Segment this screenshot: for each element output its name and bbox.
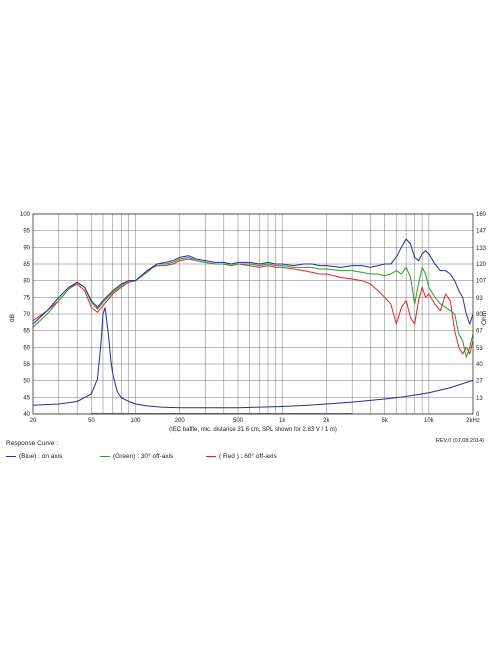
- x-tick-label: 200: [175, 418, 186, 424]
- x-tick-label: 2kHz: [466, 418, 480, 424]
- y-tick-label-right: 147: [476, 228, 487, 234]
- y-tick-label-left: 65: [23, 329, 30, 335]
- series-lines: [32, 238, 474, 414]
- x-tick-labels: 20 50 100 200 500 1k 2k 5k 10k 2kHz: [30, 418, 480, 424]
- y-tick-label-right: 160: [476, 212, 487, 218]
- y-tick-label-right: 53: [476, 346, 483, 352]
- series-line-blue: [32, 238, 474, 325]
- x-tick-label: 500: [233, 418, 244, 424]
- legend-swatch-red: [206, 456, 216, 457]
- y-tick-label-left: 45: [23, 395, 30, 401]
- legend-item-blue: (Blue) : on axis: [6, 453, 62, 460]
- y-tick-label-right: 133: [476, 246, 487, 252]
- grid: [33, 213, 473, 415]
- legend-label-blue: (Blue) : on axis: [19, 453, 63, 460]
- y-tick-label-left: 80: [23, 279, 30, 285]
- y-tick-label-left: 95: [23, 229, 30, 235]
- legend-item-green: (Green) : 30° off-axis: [100, 453, 173, 460]
- x-tick-label: 1k: [279, 418, 286, 424]
- impedance-curve: [32, 307, 474, 409]
- legend-item-red: ( Red ) : 60° off-axis: [206, 453, 277, 460]
- legend-label-green: (Green) : 30° off-axis: [113, 453, 174, 460]
- y-tick-label-right: 80: [476, 312, 483, 318]
- x-tick-label: 50: [88, 418, 95, 424]
- y-tick-label-right: 13: [476, 396, 483, 402]
- y-tick-label-right: 67: [476, 328, 483, 334]
- legend-label-red: ( Red ) : 60° off-axis: [219, 453, 277, 460]
- chart-caption: (IEC baffle, mic. distance 31.6 cm, SPL …: [169, 427, 337, 433]
- y-tick-label-left: 55: [23, 362, 30, 368]
- y-axis-label-left: dB: [9, 314, 16, 322]
- series-line-green: [32, 256, 474, 358]
- y-tick-label-right: 93: [476, 296, 483, 302]
- plot-frame: [32, 213, 474, 415]
- series-line-red: [32, 258, 474, 355]
- x-tick-label: 5k: [382, 418, 389, 424]
- y-tick-label-right: 40: [476, 362, 483, 368]
- legend-swatch-blue: [6, 456, 16, 457]
- y-tick-label-left: 40: [23, 412, 30, 418]
- y-tick-labels-left: 40 45 50 55 60 65 70 75 80 85 90 95 100: [20, 212, 31, 418]
- chart-svg: 20 50 100 200 500 1k 2k 5k 10k 2kHz 40 45 50 55 60 65 7…: [9, 212, 488, 433]
- y-tick-label-left: 60: [23, 345, 30, 351]
- x-tick-label: 100: [131, 418, 142, 424]
- x-tick-label: 20: [30, 418, 37, 424]
- y-tick-label-left: 100: [20, 212, 31, 218]
- x-tick-label: 2k: [323, 418, 330, 424]
- y-tick-label-right: 27: [476, 378, 483, 384]
- y-tick-labels-right: 0 13 27 40 53 67 80 93 107 120 133 147 160: [476, 212, 487, 418]
- x-tick-label: 10k: [424, 418, 435, 424]
- revision-label: REV.0 (07.08.2014): [435, 438, 484, 444]
- legend-title: Response Curve :: [6, 440, 59, 447]
- y-tick-label-left: 90: [23, 245, 30, 251]
- y-tick-label-right: 120: [476, 262, 487, 268]
- y-tick-label-left: 75: [23, 295, 30, 301]
- y-tick-label-right: 0: [476, 412, 480, 418]
- y-tick-label-left: 50: [23, 379, 30, 385]
- frequency-response-chart: 20 50 100 200 500 1k 2k 5k 10k 2kHz 40 45 50 55 60 65 7…: [0, 200, 496, 480]
- y-axis-label-right: Ohm: [481, 311, 488, 325]
- y-tick-label-right: 107: [476, 278, 487, 284]
- legend-swatch-green: [100, 456, 110, 457]
- y-tick-label-left: 70: [23, 312, 30, 318]
- y-tick-label-left: 85: [23, 262, 30, 268]
